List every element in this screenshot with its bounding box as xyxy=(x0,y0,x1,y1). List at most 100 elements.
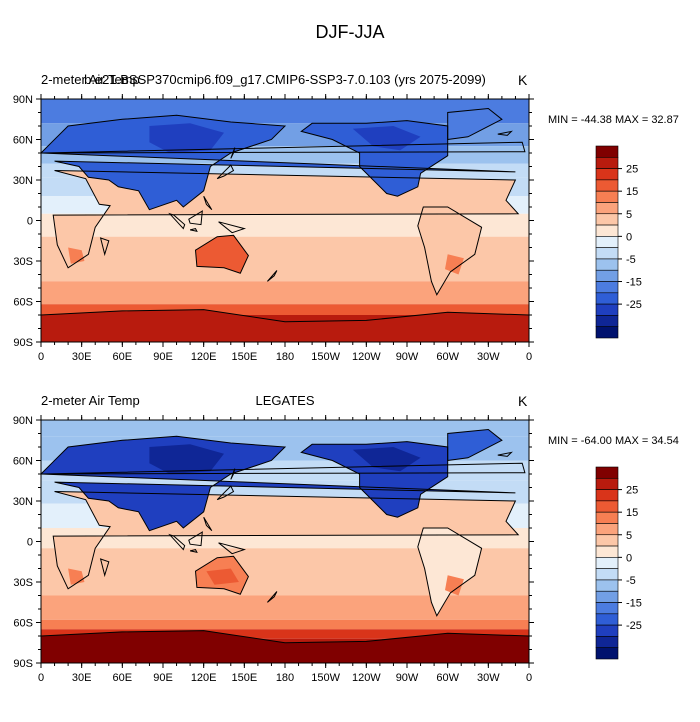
x-tick-label: 90W xyxy=(396,351,419,363)
coastlines xyxy=(41,107,529,342)
colorbar-swatch xyxy=(595,224,619,237)
x-tick-label: 120W xyxy=(352,351,381,363)
colorbar-swatch xyxy=(595,534,619,547)
map-model: 0 30E 60E 90E 120E 150E 180 150W 120W 90W 60W 30W 09… xyxy=(13,94,642,363)
colorbar-tick-label: 15 xyxy=(626,507,638,519)
colorbar-tick-label: 5 xyxy=(626,530,632,542)
y-tick-label: 30S xyxy=(13,256,33,268)
colorbar-swatch xyxy=(595,236,619,248)
colorbar-swatch xyxy=(595,292,619,305)
x-tick-label: 60W xyxy=(436,672,459,684)
colorbar-swatch xyxy=(595,500,619,513)
colorbar-tick-label: -5 xyxy=(626,254,636,266)
colorbar-swatch xyxy=(595,145,619,158)
colorbar-swatch xyxy=(595,545,619,558)
x-tick-label: 150W xyxy=(311,351,340,363)
map-legates: 0 30E 60E 90E 120E 150E 180 150W 120W 90W 60W 30W 0 9… xyxy=(13,415,642,684)
colorbar-swatch xyxy=(595,511,619,524)
x-tick-label: 120E xyxy=(191,672,217,684)
colorbar-tick-label: 25 xyxy=(626,164,638,176)
colorbar: 25 15 5 0 -5 -15 -25 xyxy=(595,466,642,660)
colorbar-tick-label: -5 xyxy=(626,575,636,587)
panel-units-label: K xyxy=(518,393,528,409)
colorbar: 25 15 5 0 -5 -15 -25 xyxy=(595,145,642,339)
y-tick-label: 90S xyxy=(13,658,33,670)
x-tick-label: 180 xyxy=(276,351,294,363)
colorbar-tick-label: 0 xyxy=(626,231,632,243)
x-tick-label: 150W xyxy=(311,672,340,684)
colorbar-swatch xyxy=(595,269,619,282)
x-tick-label: 0 xyxy=(38,351,44,363)
y-tick-label: 60N xyxy=(13,456,33,468)
colorbar-swatch xyxy=(595,489,619,502)
x-tick-label: 30E xyxy=(72,672,92,684)
x-tick-label: 90W xyxy=(396,672,419,684)
colorbar-swatch xyxy=(595,579,619,592)
x-tick-label: 60E xyxy=(113,672,133,684)
colorbar-swatch xyxy=(595,590,619,603)
y-tick-label: 30S xyxy=(13,577,33,589)
colorbar-tick-label: -25 xyxy=(626,299,642,311)
panel-left-label: 2-meter Air Temp xyxy=(41,393,140,408)
y-tick-label: 60N xyxy=(13,135,33,147)
colorbar-tick-label: 25 xyxy=(626,485,638,497)
x-tick-label: 30W xyxy=(477,351,500,363)
x-tick-label: 90E xyxy=(153,351,173,363)
x-tick-label: 150E xyxy=(231,672,257,684)
colorbar-swatch xyxy=(595,190,619,203)
colorbar-swatch xyxy=(595,624,619,637)
x-tick-label: 120W xyxy=(352,672,381,684)
colorbar-swatch xyxy=(595,523,619,536)
colorbar-swatch xyxy=(595,557,619,569)
panel-units-label: K xyxy=(518,72,528,88)
colorbar-tick-label: -15 xyxy=(626,598,642,610)
y-tick-label: 60S xyxy=(13,618,33,630)
figure-title: DJF-JJA xyxy=(315,22,385,42)
colorbar-tick-label: 15 xyxy=(626,186,638,198)
x-tick-label: 30E xyxy=(72,351,92,363)
colorbar-tick-label: -25 xyxy=(626,620,642,632)
coastlines xyxy=(41,428,529,663)
colorbar-swatch xyxy=(595,258,619,271)
colorbar-swatch xyxy=(595,303,619,316)
figure: DJF-JJA 0 30E 60E 90E 120E 150E 180 150W 120W 90W… xyxy=(0,22,700,684)
panel-minmax: MIN = -64.00 MAX = 34.54 xyxy=(548,435,679,447)
panel-minmax: MIN = -44.38 MAX = 32.87 xyxy=(548,114,679,126)
colorbar-swatch xyxy=(595,247,619,260)
panel-left-label: 2-meter Air Temp xyxy=(41,72,140,87)
colorbar-swatch xyxy=(595,636,619,649)
panel-model: 0 30E 60E 90E 120E 150E 180 150W 120W 90W 60W 30W 0 9… xyxy=(0,66,700,396)
colorbar-swatch xyxy=(595,613,619,626)
colorbar-swatch xyxy=(595,315,619,328)
x-tick-label: 60W xyxy=(436,351,459,363)
x-tick-label: 180 xyxy=(276,672,294,684)
x-tick-label: 30W xyxy=(477,672,500,684)
temperature-field xyxy=(41,420,529,663)
colorbar-swatch xyxy=(595,326,619,339)
panel-center-label: b.e21.BSSP370cmip6.f09_g17.CMIP6-SSP3-7.… xyxy=(84,72,486,87)
y-tick-label: 90S xyxy=(13,337,33,349)
colorbar-swatch xyxy=(595,568,619,581)
colorbar-swatch xyxy=(595,466,619,479)
x-tick-label: 60E xyxy=(113,351,133,363)
y-tick-label: 0 xyxy=(27,216,33,228)
y-tick-label: 0 xyxy=(27,537,33,549)
x-tick-label: 150E xyxy=(231,351,257,363)
y-tick-label: 90N xyxy=(13,415,33,427)
colorbar-tick-label: 5 xyxy=(626,209,632,221)
y-tick-label: 30N xyxy=(13,496,33,508)
x-tick-label: 90E xyxy=(153,672,173,684)
panel-center-label: LEGATES xyxy=(255,393,315,408)
colorbar-swatch xyxy=(595,477,619,490)
x-tick-label: 0 xyxy=(526,672,532,684)
y-tick-label: 90N xyxy=(13,94,33,106)
colorbar-swatch xyxy=(595,202,619,215)
panel-obs: 0 30E 60E 90E 120E 150E 180 150W 120W 90W 60W 30W 0 9… xyxy=(0,387,700,717)
colorbar-tick-label: -15 xyxy=(626,277,642,289)
temperature-field xyxy=(41,99,529,342)
colorbar-swatch xyxy=(595,179,619,192)
colorbar-swatch xyxy=(595,602,619,615)
colorbar-swatch xyxy=(595,281,619,294)
colorbar-swatch xyxy=(595,168,619,181)
x-tick-label: 0 xyxy=(526,351,532,363)
